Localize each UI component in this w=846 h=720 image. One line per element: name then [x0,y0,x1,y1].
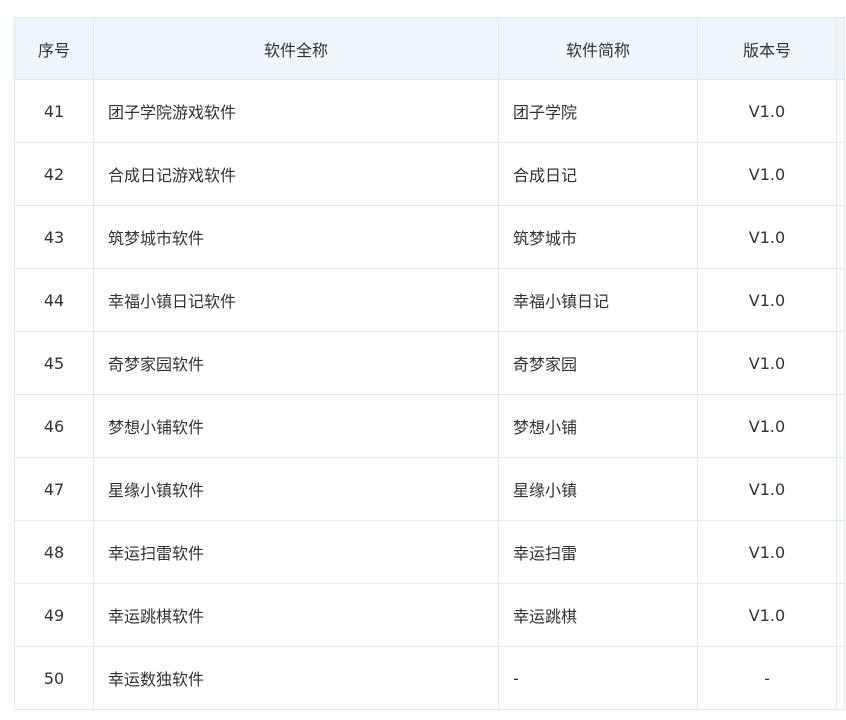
version-cell: V1.0 [697,79,837,143]
extra-cell [836,646,845,710]
table-header-row: 序号 软件全称 软件简称 版本号 [14,17,845,80]
full-name-cell: 筑梦城市软件 [93,205,499,269]
software-table: 序号 软件全称 软件简称 版本号 41 团子学院游戏软件 团子学院 V1.0 42 合成日… [14,17,845,710]
short-name-cell: 梦想小铺 [498,394,698,458]
full-name-cell: 合成日记游戏软件 [93,142,499,206]
index-cell: 45 [14,331,94,395]
short-name-cell: 幸福小镇日记 [498,268,698,332]
short-name-cell: 合成日记 [498,142,698,206]
index-cell: 49 [14,583,94,647]
index-cell: 43 [14,205,94,269]
header-short-name: 软件简称 [498,17,698,80]
index-cell: 46 [14,394,94,458]
full-name-cell: 星缘小镇软件 [93,457,499,521]
table-row: 49 幸运跳棋软件 幸运跳棋 V1.0 [14,583,845,647]
extra-cell [836,331,845,395]
full-name-cell: 幸运扫雷软件 [93,520,499,584]
short-name-cell: 幸运扫雷 [498,520,698,584]
version-cell: V1.0 [697,457,837,521]
short-name-cell: 团子学院 [498,79,698,143]
index-cell: 41 [14,79,94,143]
full-name-cell: 幸运跳棋软件 [93,583,499,647]
short-name-cell: 幸运跳棋 [498,583,698,647]
short-name-cell: - [498,646,698,710]
full-name-cell: 幸运数独软件 [93,646,499,710]
header-full-name: 软件全称 [93,17,499,80]
table-row: 43 筑梦城市软件 筑梦城市 V1.0 [14,205,845,269]
extra-cell [836,268,845,332]
extra-cell [836,205,845,269]
full-name-cell: 奇梦家园软件 [93,331,499,395]
version-cell: V1.0 [697,583,837,647]
version-cell: V1.0 [697,268,837,332]
table-row: 50 幸运数独软件 - - [14,646,845,710]
extra-cell [836,583,845,647]
full-name-cell: 幸福小镇日记软件 [93,268,499,332]
full-name-cell: 团子学院游戏软件 [93,79,499,143]
extra-cell [836,457,845,521]
table-row: 41 团子学院游戏软件 团子学院 V1.0 [14,79,845,143]
header-version: 版本号 [697,17,837,80]
index-cell: 48 [14,520,94,584]
short-name-cell: 奇梦家园 [498,331,698,395]
version-cell: V1.0 [697,394,837,458]
index-cell: 44 [14,268,94,332]
index-cell: 47 [14,457,94,521]
header-index: 序号 [14,17,94,80]
index-cell: 42 [14,142,94,206]
version-cell: V1.0 [697,331,837,395]
extra-cell [836,520,845,584]
extra-cell [836,79,845,143]
extra-cell [836,394,845,458]
full-name-cell: 梦想小铺软件 [93,394,499,458]
table-row: 44 幸福小镇日记软件 幸福小镇日记 V1.0 [14,268,845,332]
table-row: 42 合成日记游戏软件 合成日记 V1.0 [14,142,845,206]
version-cell: - [697,646,837,710]
version-cell: V1.0 [697,205,837,269]
header-extra [836,17,845,80]
index-cell: 50 [14,646,94,710]
version-cell: V1.0 [697,520,837,584]
version-cell: V1.0 [697,142,837,206]
short-name-cell: 星缘小镇 [498,457,698,521]
table-row: 48 幸运扫雷软件 幸运扫雷 V1.0 [14,520,845,584]
table-row: 47 星缘小镇软件 星缘小镇 V1.0 [14,457,845,521]
table-row: 46 梦想小铺软件 梦想小铺 V1.0 [14,394,845,458]
table-row: 45 奇梦家园软件 奇梦家园 V1.0 [14,331,845,395]
short-name-cell: 筑梦城市 [498,205,698,269]
extra-cell [836,142,845,206]
